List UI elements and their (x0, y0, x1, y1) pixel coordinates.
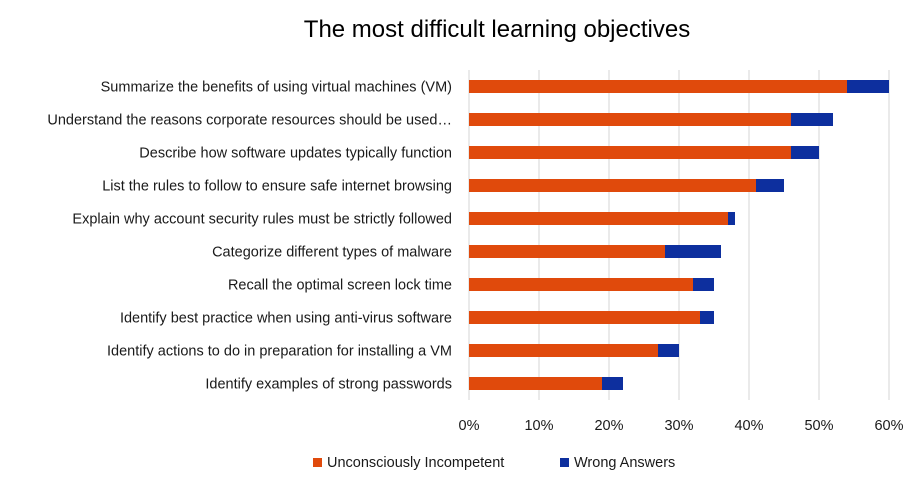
bar-unconsciously-incompetent (469, 80, 847, 93)
category-label: Describe how software updates typically … (139, 146, 452, 162)
x-tick-label: 60% (874, 418, 903, 434)
x-tick-label: 20% (594, 418, 623, 434)
x-tick-label: 10% (524, 418, 553, 434)
x-tick-labels: 0% 10% 20% 30% 40% 50% 60% (459, 418, 904, 434)
category-label: Understand the reasons corporate resourc… (47, 113, 452, 129)
category-label: Identify best practice when using anti-v… (120, 311, 452, 327)
bar-unconsciously-incompetent (469, 311, 700, 324)
bar-unconsciously-incompetent (469, 245, 665, 258)
bar-unconsciously-incompetent (469, 113, 791, 126)
bar-wrong-answers (791, 146, 819, 159)
legend: Unconsciously Incompetent Wrong Answers (313, 455, 675, 471)
category-label: List the rules to follow to ensure safe … (102, 179, 452, 195)
bar-wrong-answers (665, 245, 721, 258)
bar-wrong-answers (728, 212, 735, 225)
bar-wrong-answers (693, 278, 714, 291)
bar-unconsciously-incompetent (469, 146, 791, 159)
legend-label-wrong-answers: Wrong Answers (574, 455, 675, 471)
legend-label-unconsciously-incompetent: Unconsciously Incompetent (327, 455, 504, 471)
bar-unconsciously-incompetent (469, 179, 756, 192)
bar-unconsciously-incompetent (469, 344, 658, 357)
bar-unconsciously-incompetent (469, 278, 693, 291)
category-label: Explain why account security rules must … (72, 212, 452, 228)
bar-unconsciously-incompetent (469, 212, 728, 225)
bar-wrong-answers (700, 311, 714, 324)
category-labels: Summarize the benefits of using virtual … (47, 80, 452, 393)
bar-unconsciously-incompetent (469, 377, 602, 390)
bar-wrong-answers (756, 179, 784, 192)
bar-wrong-answers (847, 80, 889, 93)
chart-title: The most difficult learning objectives (304, 16, 690, 43)
x-tick-label: 50% (804, 418, 833, 434)
x-tick-label: 0% (459, 418, 480, 434)
category-label: Categorize different types of malware (212, 245, 452, 261)
bars (469, 80, 889, 390)
x-tick-label: 40% (734, 418, 763, 434)
bar-wrong-answers (658, 344, 679, 357)
category-label: Identify examples of strong passwords (205, 377, 452, 393)
category-label: Identify actions to do in preparation fo… (107, 344, 452, 360)
legend-swatch-unconsciously-incompetent (313, 458, 322, 467)
bar-wrong-answers (791, 113, 833, 126)
bar-wrong-answers (602, 377, 623, 390)
category-label: Summarize the benefits of using virtual … (101, 80, 452, 96)
legend-swatch-wrong-answers (560, 458, 569, 467)
category-label: Recall the optimal screen lock time (228, 278, 452, 294)
x-tick-label: 30% (664, 418, 693, 434)
